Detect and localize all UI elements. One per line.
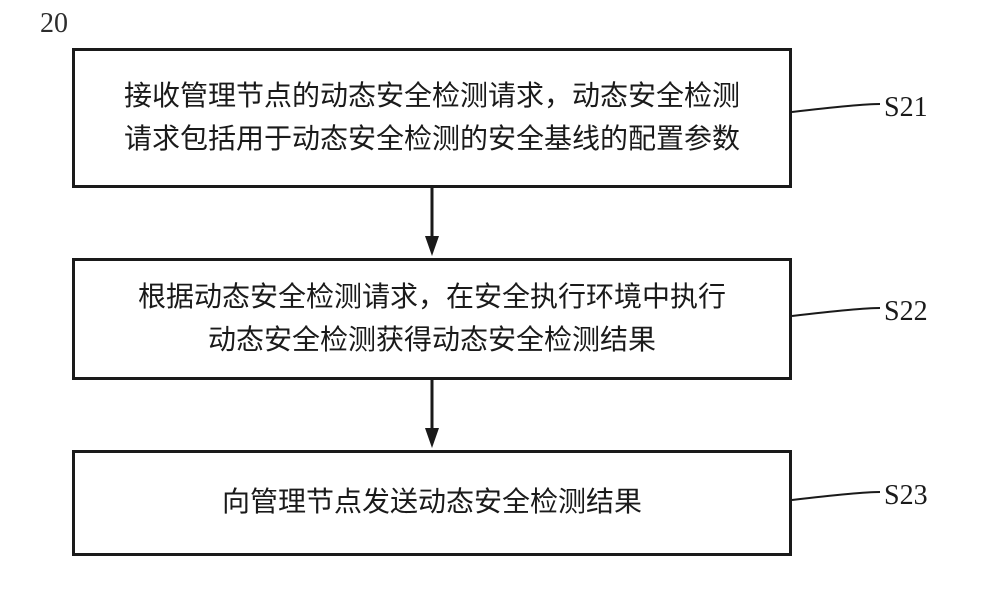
step-label-s23: S23 [884, 480, 928, 512]
label-connector [792, 492, 880, 500]
label-connector [792, 308, 880, 316]
flow-step-text: 接收管理节点的动态安全检测请求，动态安全检测请求包括用于动态安全检测的安全基线的… [115, 75, 749, 162]
step-label-s22: S22 [884, 296, 928, 328]
flow-step-text: 根据动态安全检测请求，在安全执行环境中执行动态安全检测获得动态安全检测结果 [131, 276, 733, 363]
step-label-s21: S21 [884, 92, 928, 124]
flow-step-s22: 根据动态安全检测请求，在安全执行环境中执行动态安全检测获得动态安全检测结果 [72, 258, 792, 380]
flow-step-s23: 向管理节点发送动态安全检测结果 [72, 450, 792, 556]
flow-step-s21: 接收管理节点的动态安全检测请求，动态安全检测请求包括用于动态安全检测的安全基线的… [72, 48, 792, 188]
flow-step-text: 向管理节点发送动态安全检测结果 [95, 481, 769, 524]
diagram-canvas: 20 接收管理节点的动态安全检测请求，动态安全检测请求包括用于动态安全检测的安全… [0, 0, 1000, 608]
label-connector [792, 104, 880, 112]
figure-id-label: 20 [40, 8, 68, 40]
